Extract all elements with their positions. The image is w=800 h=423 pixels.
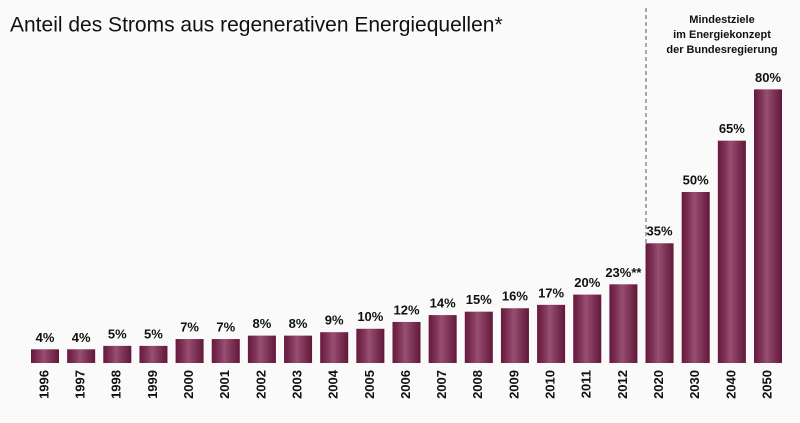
bar-shine [67, 349, 96, 363]
value-label: 15% [466, 292, 492, 307]
value-label: 10% [357, 309, 383, 324]
value-label: 16% [502, 289, 528, 304]
bar-shine [139, 345, 168, 363]
x-tick-label: 2030 [687, 370, 702, 399]
x-tick-label: 1998 [109, 370, 124, 399]
bar-shine [428, 315, 457, 363]
value-label: 5% [144, 326, 163, 341]
value-label: 9% [325, 313, 344, 328]
value-label: 14% [430, 296, 456, 311]
value-label: 7% [180, 319, 199, 334]
bar-shine [645, 243, 674, 363]
value-label: 4% [36, 330, 55, 345]
x-tick-label: 2000 [181, 370, 196, 399]
bar-shine [754, 89, 782, 364]
bar-shine [320, 332, 349, 363]
value-label: 8% [289, 316, 308, 331]
bar-shine [500, 308, 529, 363]
x-tick-label: 2002 [253, 370, 268, 399]
bar-shine [31, 349, 59, 363]
bar-shine [573, 294, 602, 363]
x-tick-label: 1996 [36, 370, 51, 399]
x-tick-label: 1997 [73, 370, 88, 399]
bar-shine [717, 140, 746, 363]
x-tick-label: 2009 [506, 370, 521, 399]
bar-shine [681, 192, 710, 363]
x-tick-label: 2010 [543, 370, 558, 399]
x-tick-label: 2008 [470, 370, 485, 399]
x-tick-label: 2020 [651, 370, 666, 399]
bar-shine [211, 339, 240, 363]
value-label: 17% [538, 285, 564, 300]
value-label: 7% [216, 319, 235, 334]
bar-shine [247, 335, 276, 363]
x-tick-label: 2006 [398, 370, 413, 399]
value-label: 8% [253, 316, 272, 331]
chart-title: Anteil des Stroms aus regenerativen Ener… [10, 14, 503, 37]
bar-shine [609, 284, 638, 363]
bar-shine [284, 335, 313, 363]
x-tick-label: 2005 [362, 370, 377, 399]
bar-shine [392, 321, 421, 363]
value-label: 23%** [605, 265, 642, 280]
x-tick-label: 1999 [145, 370, 160, 399]
annotation: Mindestziele [689, 14, 754, 26]
x-tick-label: 2004 [326, 369, 341, 399]
annotation: im Energiekonzept [673, 29, 771, 41]
x-tick-label: 2007 [434, 370, 449, 399]
x-tick-label: 2001 [217, 370, 232, 399]
bar-shine [537, 304, 566, 363]
bar-shine [356, 328, 385, 363]
value-label: 20% [574, 275, 600, 290]
x-tick-label: 2011 [579, 370, 594, 398]
value-label: 80% [755, 70, 781, 85]
x-tick-label: 2003 [289, 370, 304, 399]
value-label: 5% [108, 326, 127, 341]
bar-shine [103, 345, 132, 363]
bar-shine [175, 339, 204, 363]
x-tick-label: 2040 [723, 370, 738, 399]
value-label: 65% [719, 121, 745, 136]
value-label: 50% [683, 172, 709, 187]
value-label: 12% [393, 302, 419, 317]
x-tick-label: 2012 [615, 370, 630, 399]
value-label: 4% [72, 330, 91, 345]
x-tick-label: 2050 [759, 370, 774, 399]
value-label: 35% [647, 224, 673, 239]
bar-shine [464, 311, 493, 363]
annotation: der Bundesregierung [666, 44, 777, 56]
